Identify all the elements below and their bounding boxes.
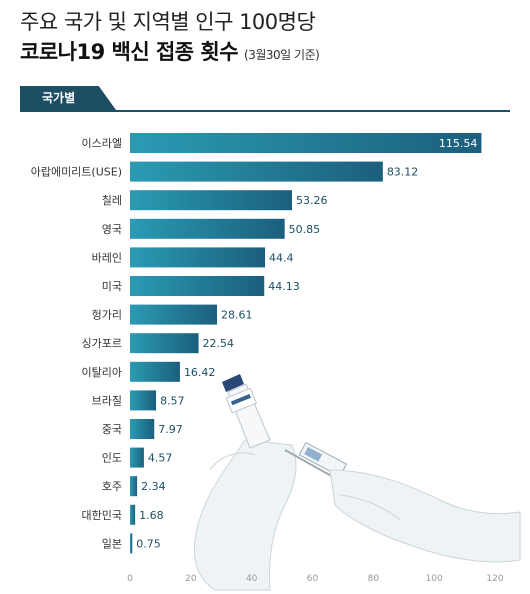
value-label: 0.75 bbox=[136, 537, 161, 550]
value-label: 53.26 bbox=[296, 194, 328, 207]
category-label: 바레인 bbox=[92, 251, 122, 264]
category-label: 브라질 bbox=[92, 394, 122, 407]
value-label: 44.4 bbox=[269, 251, 294, 264]
category-label: 칠레 bbox=[102, 194, 122, 207]
bar bbox=[130, 276, 265, 296]
tab-country: 국가별 bbox=[20, 86, 116, 110]
x-axis: 0 20 40 60 80 100 120 bbox=[127, 574, 504, 584]
title-line-2: 코로나19 백신 접종 횟수 (3월30일 기준) bbox=[20, 36, 320, 66]
title-main: 코로나19 백신 접종 횟수 bbox=[20, 40, 239, 64]
bar bbox=[130, 447, 144, 468]
bar bbox=[130, 190, 292, 211]
title-line-1: 주요 국가 및 지역별 인구 100명당 bbox=[20, 10, 316, 34]
value-label: 7.97 bbox=[158, 423, 183, 436]
bar bbox=[130, 361, 180, 382]
bar bbox=[130, 133, 482, 153]
x-tick-label: 60 bbox=[307, 574, 319, 584]
value-label: 22.54 bbox=[203, 337, 235, 350]
bar-series: 이스라엘 115.54 아랍에미리트(USE) 83.12 칠레 53.26 영국 50.85… bbox=[31, 133, 482, 554]
x-tick-label: 20 bbox=[185, 574, 197, 584]
value-label: 4.57 bbox=[148, 452, 173, 465]
bar bbox=[130, 161, 383, 182]
value-label: 50.85 bbox=[289, 223, 321, 236]
value-label: 28.61 bbox=[221, 309, 253, 322]
category-label: 일본 bbox=[102, 536, 122, 550]
category-label: 호주 bbox=[102, 480, 122, 493]
title-date-note: (3월30일 기준) bbox=[244, 48, 320, 62]
value-label: 44.13 bbox=[268, 280, 300, 293]
category-label: 아랍에미리트(USE) bbox=[31, 166, 122, 179]
bar bbox=[130, 476, 138, 497]
category-label: 헝가리 bbox=[92, 309, 122, 322]
value-label: 8.57 bbox=[160, 394, 185, 407]
bar bbox=[130, 247, 266, 268]
value-label: 16.42 bbox=[184, 366, 216, 379]
bar bbox=[130, 419, 155, 439]
x-tick-label: 0 bbox=[127, 574, 133, 584]
category-label: 싱가포르 bbox=[82, 337, 122, 350]
x-tick-label: 80 bbox=[368, 574, 380, 584]
value-label: 1.68 bbox=[139, 509, 164, 522]
bar bbox=[130, 390, 157, 411]
tab-underline bbox=[20, 110, 510, 112]
category-label: 미국 bbox=[102, 280, 122, 293]
category-label: 영국 bbox=[102, 223, 122, 236]
x-tick-label: 40 bbox=[246, 574, 258, 584]
category-label: 중국 bbox=[102, 423, 122, 436]
value-label: 2.34 bbox=[141, 480, 166, 493]
category-label: 이스라엘 bbox=[82, 137, 122, 150]
x-tick-label: 120 bbox=[486, 574, 503, 584]
bar bbox=[130, 333, 199, 354]
bar bbox=[130, 533, 133, 554]
bar bbox=[130, 504, 136, 525]
value-label: 115.54 bbox=[439, 137, 478, 150]
bar bbox=[130, 304, 218, 325]
value-label: 83.12 bbox=[387, 166, 419, 179]
category-label: 대한민국 bbox=[82, 509, 122, 522]
category-label: 이탈리아 bbox=[82, 366, 122, 379]
x-tick-label: 100 bbox=[426, 574, 443, 584]
vaccine-illustration bbox=[193, 374, 521, 591]
category-label: 인도 bbox=[102, 452, 122, 465]
bar bbox=[130, 218, 285, 239]
